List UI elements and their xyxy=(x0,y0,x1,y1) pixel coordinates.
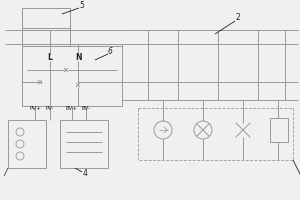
Bar xyxy=(60,120,108,168)
Text: PV-: PV- xyxy=(46,106,54,110)
Bar xyxy=(22,8,70,46)
Bar xyxy=(8,120,46,168)
Text: L: L xyxy=(48,53,52,62)
Text: PV+: PV+ xyxy=(29,106,41,110)
Text: 6: 6 xyxy=(108,47,112,56)
Text: N: N xyxy=(75,53,81,62)
Text: 2: 2 xyxy=(236,14,240,22)
Text: 4: 4 xyxy=(82,170,87,178)
Bar xyxy=(270,118,288,142)
Bar xyxy=(22,46,122,106)
Bar xyxy=(138,108,293,160)
Text: 5: 5 xyxy=(80,1,84,10)
Text: BV+: BV+ xyxy=(66,106,78,110)
Text: BV-: BV- xyxy=(82,106,90,110)
